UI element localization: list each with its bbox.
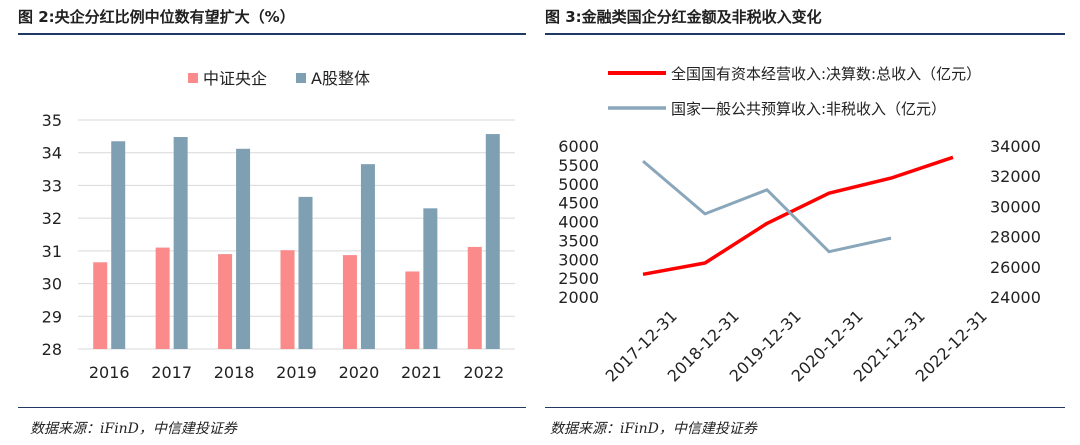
bar-chart: 28 29 30 31 32 33 34 35 2016 2017 2018 2019 2020 2021… [42, 69, 515, 382]
bar-central-soe-2018 [218, 254, 233, 349]
bar-a-share-2021 [423, 208, 438, 349]
bar-central-soe-2016 [93, 262, 108, 349]
y-tick-label: 32 [42, 209, 62, 228]
y-tick-label: 31 [42, 242, 62, 261]
y-tick-label: 35 [42, 111, 62, 130]
x-tick-label: 2016 [89, 363, 130, 382]
bar-a-share-2022 [485, 134, 500, 349]
line-non-tax-revenue [642, 159, 892, 254]
x-tick-label: 2020 [339, 363, 380, 382]
right-y-tick-label: 28000 [990, 228, 1041, 247]
left-y-tick-label: 4000 [558, 213, 599, 232]
legend-label: A股整体 [311, 69, 370, 88]
legend-label: 中证央企 [203, 69, 267, 88]
bar-central-soe-2020 [342, 255, 357, 349]
left-source-note: 数据来源：iFinD，中信建投证券 [30, 421, 237, 437]
right-bottom-rule [545, 407, 1065, 408]
left-bottom-rule [18, 407, 526, 408]
left-y-tick-label: 4500 [558, 194, 599, 213]
left-y-tick-label: 3500 [558, 231, 599, 250]
left-y-tick-label: 3000 [558, 250, 599, 269]
bar-central-soe-2019 [280, 250, 295, 349]
bar-a-share-2018 [236, 148, 251, 349]
bar-a-share-2020 [360, 164, 375, 349]
legend-swatch [296, 73, 306, 83]
bar-central-soe-2022 [467, 246, 482, 349]
line-state-capital-revenue [642, 155, 954, 277]
bar-central-soe-2017 [155, 247, 170, 349]
bar-central-soe-2021 [405, 271, 420, 349]
left-y-tick-label: 2000 [558, 288, 599, 307]
x-tick-label: 2017 [151, 363, 192, 382]
left-title-rule [18, 33, 526, 35]
y-tick-label: 28 [42, 340, 62, 359]
left-y-tick-label: 6000 [558, 137, 599, 156]
right-source-note: 数据来源：iFinD，中信建投证券 [550, 421, 757, 437]
bar-a-share-2016 [111, 141, 126, 349]
y-tick-label: 33 [42, 176, 62, 195]
legend-label: 国家一般公共预算收入:非税收入（亿元） [671, 100, 946, 118]
bar-a-share-2019 [298, 196, 313, 349]
left-y-tick-label: 5000 [558, 175, 599, 194]
right-y-tick-label: 30000 [990, 197, 1041, 216]
right-y-tick-label: 32000 [990, 167, 1041, 186]
right-y-tick-label: 26000 [990, 258, 1041, 277]
x-tick-label: 2022 [463, 363, 504, 382]
right-title-rule [545, 33, 1065, 35]
right-y-tick-label: 34000 [990, 137, 1041, 156]
right-chart-title: 图 3:金融类国企分红金额及非税收入变化 [545, 8, 822, 26]
left-chart-title: 图 2:央企分红比例中位数有望扩大（%） [18, 8, 295, 26]
y-tick-label: 30 [42, 275, 62, 294]
x-tick-label: 2018 [214, 363, 255, 382]
right-y-tick-label: 24000 [990, 288, 1041, 307]
x-tick-label: 2019 [276, 363, 317, 382]
legend-swatch [188, 73, 198, 83]
y-tick-label: 34 [42, 144, 62, 163]
legend-label: 全国国有资本经营收入:决算数:总收入（亿元） [671, 65, 981, 83]
y-tick-label: 29 [42, 307, 62, 326]
left-y-tick-label: 5500 [558, 156, 599, 175]
x-tick-label: 2021 [401, 363, 442, 382]
left-y-tick-label: 2500 [558, 269, 599, 288]
bar-a-share-2017 [173, 137, 188, 349]
